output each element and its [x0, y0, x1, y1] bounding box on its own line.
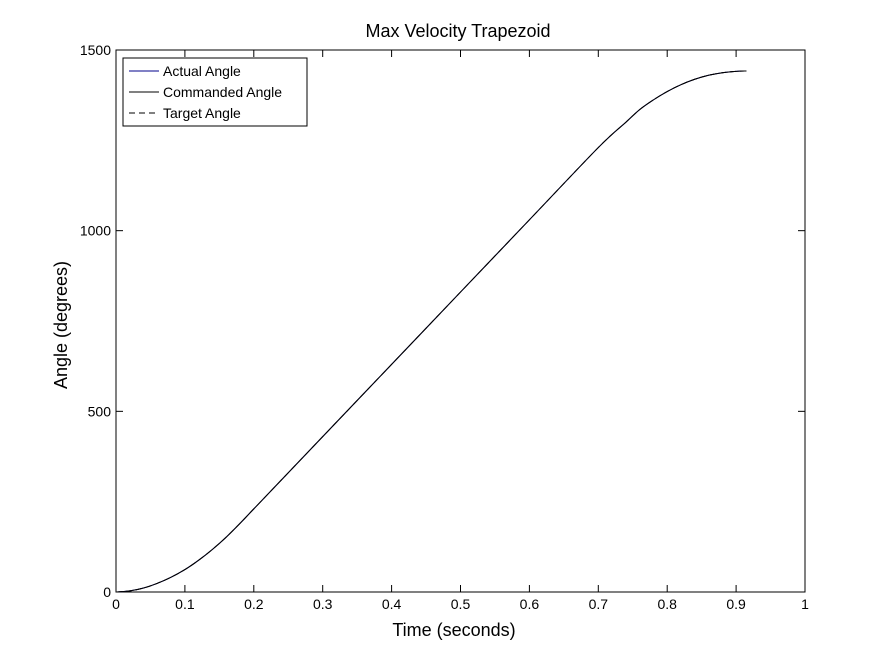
- y-tick-label: 0: [103, 584, 111, 600]
- x-tick-label: 0: [112, 596, 120, 612]
- x-axis-label: Time (seconds): [392, 620, 515, 640]
- series-line-target-angle: [115, 70, 747, 593]
- legend-entry: Target Angle: [163, 105, 241, 121]
- y-tick-label: 1000: [80, 223, 111, 239]
- legend: Actual Angle Commanded Angle Target Angle: [122, 57, 308, 127]
- y-tick-label: 500: [88, 403, 112, 419]
- x-tick-label: 0.6: [520, 596, 540, 612]
- y-axis-label: Angle (degrees): [51, 261, 71, 389]
- plot-area: [115, 49, 806, 593]
- x-tick-label: 0.4: [382, 596, 402, 612]
- x-tick-label: 0.2: [244, 596, 264, 612]
- x-tick-label: 0.3: [313, 596, 333, 612]
- x-tick-label: 1: [801, 596, 809, 612]
- tick-labels: 0 0.1 0.2 0.3 0.4 0.5 0.6 0.7 0.8 0.9 1 0 500 1000 150…: [80, 42, 809, 612]
- x-tick-label: 0.1: [175, 596, 195, 612]
- legend-entry: Commanded Angle: [163, 84, 282, 100]
- x-tick-label: 0.7: [589, 596, 609, 612]
- y-tick-label: 1500: [80, 42, 111, 58]
- series-lines: [115, 70, 747, 593]
- chart-title: Max Velocity Trapezoid: [365, 21, 550, 41]
- x-tick-label: 0.8: [657, 596, 677, 612]
- axis-ticks: [115, 49, 806, 593]
- x-tick-label: 0.9: [726, 596, 746, 612]
- legend-entry: Actual Angle: [163, 63, 241, 79]
- x-tick-label: 0.5: [451, 596, 471, 612]
